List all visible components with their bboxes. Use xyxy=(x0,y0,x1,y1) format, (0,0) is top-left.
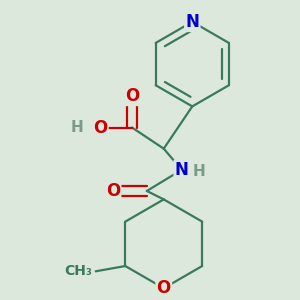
Text: O: O xyxy=(93,118,107,136)
Text: N: N xyxy=(175,161,189,179)
Text: CH₃: CH₃ xyxy=(64,264,92,278)
Text: O: O xyxy=(157,279,171,297)
Text: H: H xyxy=(192,164,205,179)
Text: H: H xyxy=(71,120,83,135)
Text: N: N xyxy=(185,13,199,31)
Text: O: O xyxy=(125,87,139,105)
Text: O: O xyxy=(106,182,120,200)
